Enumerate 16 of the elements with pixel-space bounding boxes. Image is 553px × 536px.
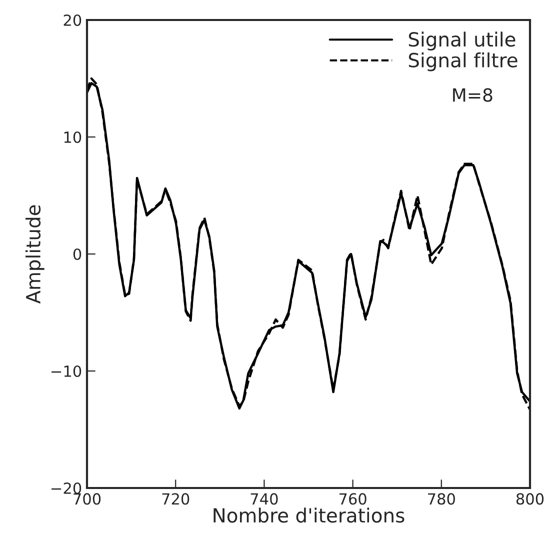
y-tick-label: −10	[52, 365, 82, 378]
y-tick-label: 20	[64, 14, 82, 26]
x-tick-label: 720	[162, 493, 190, 505]
x-tick-label: 740	[250, 493, 278, 505]
annotation: M=8	[453, 88, 492, 102]
y-tick-label: 10	[64, 131, 82, 144]
x-tick-label: 760	[339, 493, 366, 505]
y-tick-label: −20	[52, 482, 82, 494]
x-tick-label: 780	[428, 493, 455, 505]
legend-label: Signal filtre	[408, 52, 518, 72]
x-axis-title: Nombre d'iterations	[214, 508, 404, 523]
x-tick-label: 800	[516, 493, 544, 505]
x-tick-label: 700	[74, 493, 101, 505]
y-tick-label: 0	[73, 248, 82, 260]
legend-label: Signal utile	[408, 32, 516, 50]
y-axis-title: Amplitude	[26, 205, 44, 304]
